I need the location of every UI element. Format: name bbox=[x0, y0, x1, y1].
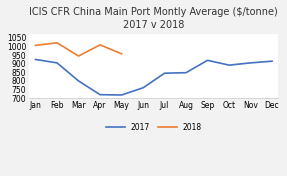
2017 bbox=[77, 80, 80, 82]
2017 bbox=[270, 60, 274, 62]
2017 bbox=[98, 94, 102, 96]
Legend: 2017, 2018: 2017, 2018 bbox=[102, 120, 205, 135]
Line: 2017: 2017 bbox=[36, 59, 272, 95]
2017 bbox=[141, 87, 145, 89]
2017 bbox=[120, 94, 123, 96]
Line: 2018: 2018 bbox=[36, 43, 122, 56]
2018 bbox=[98, 44, 102, 46]
2018 bbox=[34, 44, 37, 46]
2017 bbox=[206, 59, 209, 61]
2017 bbox=[55, 62, 59, 64]
2017 bbox=[163, 72, 166, 74]
2018 bbox=[77, 55, 80, 57]
2017 bbox=[34, 58, 37, 61]
2018 bbox=[120, 53, 123, 55]
2017 bbox=[227, 64, 231, 66]
2018 bbox=[55, 42, 59, 44]
2017 bbox=[249, 62, 252, 64]
2017 bbox=[184, 72, 188, 74]
Title: ICIS CFR China Main Port Montly Average ($/tonne)
2017 v 2018: ICIS CFR China Main Port Montly Average … bbox=[30, 7, 278, 30]
